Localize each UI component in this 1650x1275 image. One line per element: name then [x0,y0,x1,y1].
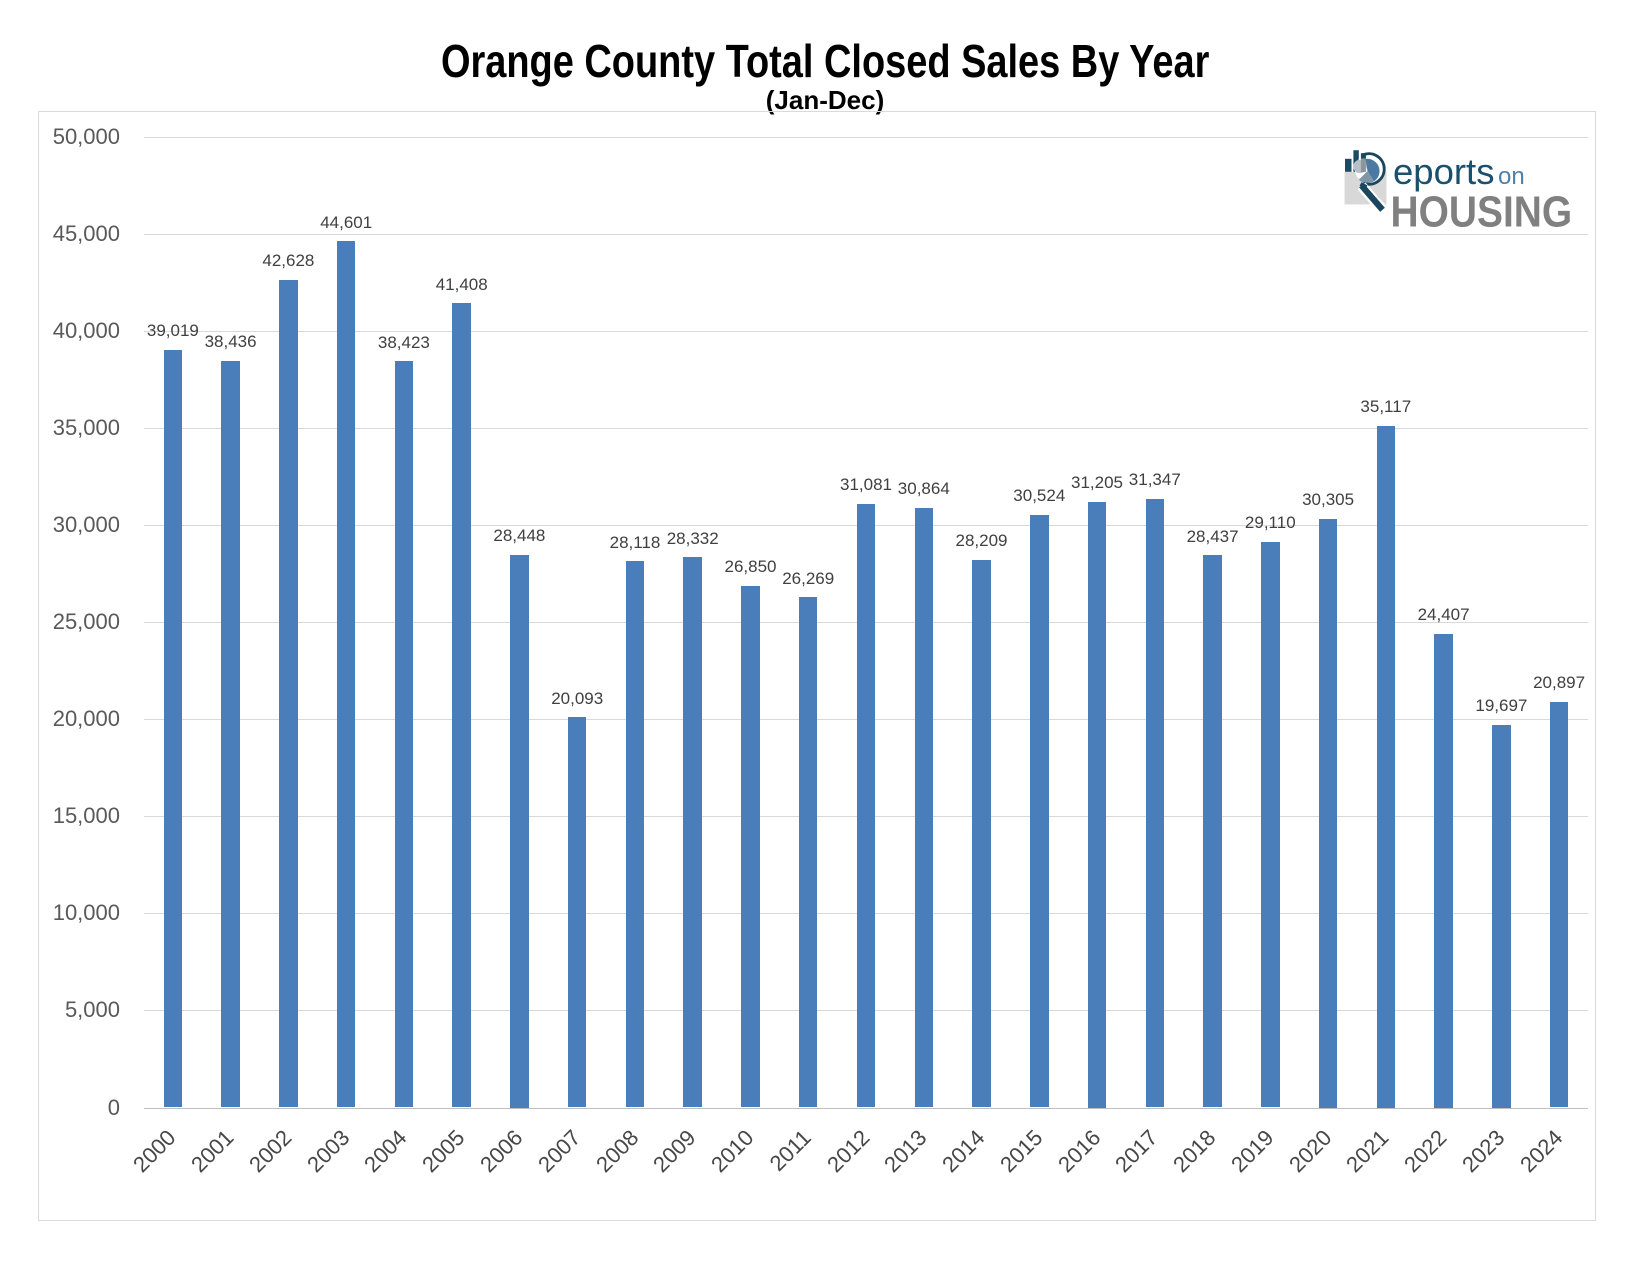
svg-text:on: on [1498,163,1525,190]
svg-text:eports: eports [1393,151,1494,192]
svg-text:HOUSING: HOUSING [1391,186,1573,232]
